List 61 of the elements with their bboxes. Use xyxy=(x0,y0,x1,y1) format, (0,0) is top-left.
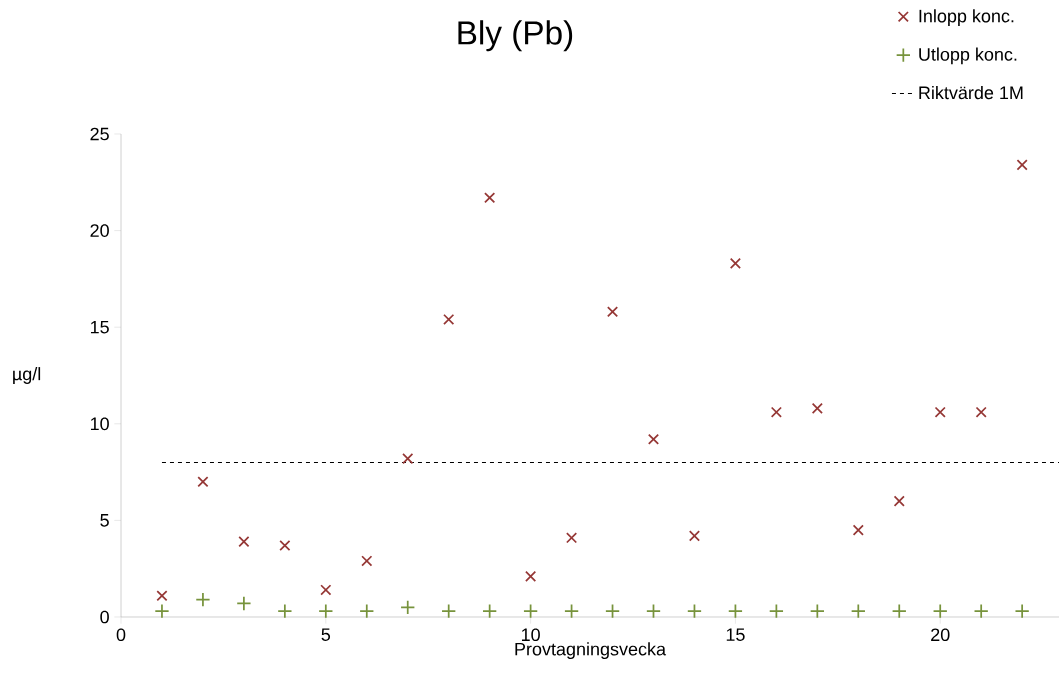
point xyxy=(688,530,701,542)
point xyxy=(523,603,539,619)
y-axis-title: µg/l xyxy=(13,367,41,384)
point xyxy=(320,584,332,596)
y-tick-label: 10 xyxy=(90,417,109,431)
point xyxy=(484,192,496,204)
point xyxy=(770,406,782,418)
point xyxy=(852,524,864,536)
point xyxy=(932,603,948,619)
point xyxy=(156,590,168,602)
point xyxy=(975,406,987,418)
x-tick-label: 0 xyxy=(116,628,126,642)
point xyxy=(277,603,293,619)
point xyxy=(606,306,619,318)
x-tick-label: 15 xyxy=(726,628,745,641)
point xyxy=(236,595,252,612)
point xyxy=(891,603,907,619)
point xyxy=(1016,159,1028,171)
y-tick-label: 0 xyxy=(100,610,109,624)
point xyxy=(195,592,211,608)
point xyxy=(893,495,905,507)
point xyxy=(811,402,823,414)
point xyxy=(729,257,742,270)
legend-label: Inlopp konc. xyxy=(919,9,1014,26)
point xyxy=(402,452,414,465)
point xyxy=(154,603,170,619)
point xyxy=(197,476,209,488)
point xyxy=(647,433,660,445)
point xyxy=(934,406,946,418)
x-axis-title: Provtagningsvecka xyxy=(515,642,667,660)
chart-title: Bly (Pb) xyxy=(458,20,573,52)
point xyxy=(645,603,662,619)
y-tick-label: 15 xyxy=(90,320,109,334)
legend-label: Riktvärde 1M xyxy=(919,85,1023,100)
legend-label: Utlopp konc. xyxy=(919,47,1017,65)
point xyxy=(564,603,580,619)
point xyxy=(361,555,373,567)
y-tick-label: 5 xyxy=(100,514,109,527)
point xyxy=(318,603,334,619)
point xyxy=(525,570,537,583)
y-tick-label: 25 xyxy=(90,127,109,141)
point xyxy=(238,536,250,548)
x-tick-label: 5 xyxy=(321,628,331,641)
point xyxy=(359,603,375,619)
point xyxy=(441,603,457,619)
point xyxy=(1014,603,1030,619)
point xyxy=(400,599,416,615)
point xyxy=(605,603,621,619)
point xyxy=(482,603,498,619)
point xyxy=(279,539,291,552)
x-tick-label: 20 xyxy=(931,628,950,642)
point xyxy=(809,603,825,619)
point xyxy=(686,603,702,619)
point xyxy=(443,313,455,326)
point xyxy=(973,603,989,619)
point xyxy=(768,603,784,619)
point xyxy=(850,603,866,619)
point xyxy=(565,532,578,544)
point xyxy=(727,603,743,619)
x-tick-label: 10 xyxy=(521,628,540,642)
y-tick-label: 20 xyxy=(90,224,109,237)
